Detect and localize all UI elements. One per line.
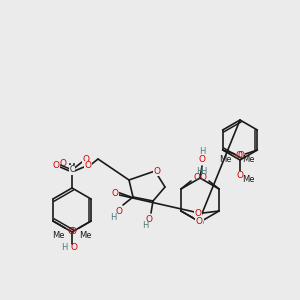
Text: H: H — [196, 167, 202, 176]
Text: O: O — [154, 167, 160, 176]
Text: O: O — [237, 152, 244, 160]
Text: O: O — [195, 217, 203, 226]
Text: O: O — [194, 172, 200, 182]
Text: H: H — [200, 167, 206, 176]
Text: O: O — [199, 155, 206, 164]
Text: O: O — [236, 152, 243, 160]
Text: H: H — [110, 212, 116, 221]
Text: Me: Me — [79, 230, 92, 239]
Text: O: O — [112, 190, 118, 199]
Text: Me: Me — [242, 155, 255, 164]
Text: O: O — [85, 161, 92, 170]
Text: H: H — [61, 244, 67, 253]
Text: O: O — [200, 172, 207, 182]
Text: O: O — [195, 208, 202, 217]
Text: O: O — [196, 220, 203, 229]
Text: O: O — [59, 160, 67, 169]
Text: C: C — [69, 166, 75, 175]
Text: H: H — [199, 148, 205, 157]
Text: O: O — [82, 155, 89, 164]
Text: O: O — [52, 161, 59, 170]
Text: O: O — [70, 226, 76, 236]
Text: O: O — [70, 244, 77, 253]
Text: O: O — [68, 226, 74, 236]
Text: O: O — [236, 172, 244, 181]
Text: Me: Me — [52, 230, 65, 239]
Text: O: O — [146, 214, 152, 224]
Text: H: H — [142, 220, 148, 230]
Text: O: O — [116, 206, 122, 215]
Text: Me: Me — [219, 155, 231, 164]
Text: Me: Me — [242, 176, 254, 184]
